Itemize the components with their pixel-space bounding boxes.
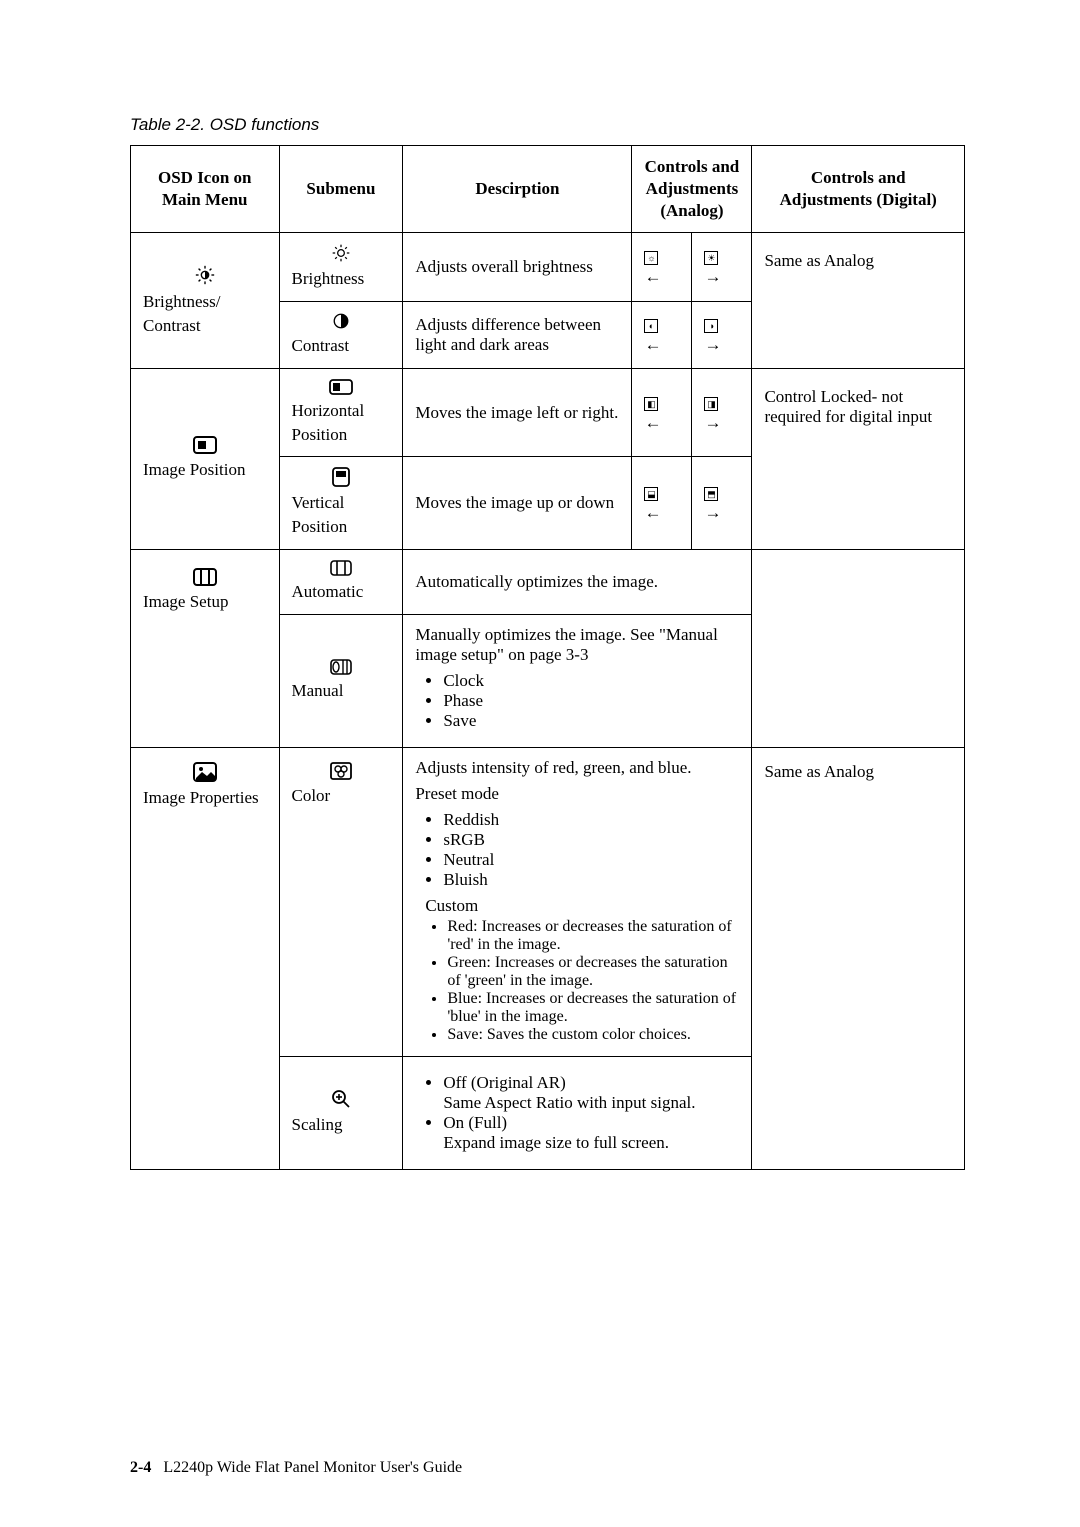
custom-item: Green: Increases or decreases the satura… xyxy=(447,954,739,990)
automatic-icon xyxy=(330,560,352,576)
image-properties-icon xyxy=(193,762,217,782)
scaling-item: On (Full) Expand image size to full scre… xyxy=(443,1113,739,1153)
table-header-row: OSD Icon on Main Menu Submenu Descirptio… xyxy=(131,146,965,233)
hpos-sub-label: Horizontal Position xyxy=(292,401,365,444)
arrow-right-icon: → xyxy=(704,335,721,354)
scaling-icon xyxy=(331,1089,351,1109)
footer-title: L2240p Wide Flat Panel Monitor User's Gu… xyxy=(163,1459,462,1476)
page-footer: 2-4 L2240p Wide Flat Panel Monitor User'… xyxy=(130,1459,462,1477)
manual-sub-label: Manual xyxy=(292,681,344,700)
manual-desc-intro: Manually optimizes the image. See "Manua… xyxy=(415,625,739,665)
custom-item: Blue: Increases or decreases the saturat… xyxy=(447,990,739,1026)
custom-item: Save: Saves the custom color choices. xyxy=(447,1026,739,1044)
row-brightness: Brightness/ Contrast Brightness Adjusts … xyxy=(131,233,965,302)
imgprops-group-label: Image Properties xyxy=(143,788,259,807)
preset-item: Neutral xyxy=(443,850,739,870)
scaling-item: Off (Original AR) Same Aspect Ratio with… xyxy=(443,1073,739,1113)
manual-items-list: Clock Phase Save xyxy=(415,671,739,731)
col-header-analog: Controls and Adjustments (Analog) xyxy=(632,146,752,233)
arrow-left-icon: ← xyxy=(644,413,661,432)
col-header-desc: Descirption xyxy=(403,146,632,233)
imgpos-group-label: Image Position xyxy=(143,460,245,479)
page-number: 2-4 xyxy=(130,1459,151,1476)
vpos-desc: Moves the image up or down xyxy=(403,457,632,550)
scaling-sub-label: Scaling xyxy=(292,1115,343,1134)
contrast-desc: Adjusts difference between light and dar… xyxy=(403,302,632,369)
brightness-digital: Same as Analog xyxy=(752,233,965,369)
brightness-high-icon: ☀ xyxy=(704,251,718,265)
arrow-right-icon: → xyxy=(704,267,721,286)
custom-label: Custom xyxy=(425,896,739,916)
preset-list: Reddish sRGB Neutral Bluish xyxy=(415,810,739,890)
hpos-left-icon: ◧ xyxy=(644,397,658,411)
arrow-left-icon: ← xyxy=(644,503,661,522)
vpos-down-icon: ⬓ xyxy=(644,487,658,501)
vpos-icon xyxy=(332,467,350,487)
vpos-sub-label: Vertical Position xyxy=(292,493,348,536)
row-color: Image Properties Color Adjusts intensity… xyxy=(131,747,965,1056)
arrow-left-icon: ← xyxy=(644,267,661,286)
vpos-up-icon: ⬒ xyxy=(704,487,718,501)
custom-item: Red: Increases or decreases the saturati… xyxy=(447,918,739,954)
manual-icon xyxy=(330,659,352,675)
manual-item: Clock xyxy=(443,671,739,691)
arrow-left-icon: ← xyxy=(644,335,661,354)
col-header-submenu: Submenu xyxy=(279,146,403,233)
osd-table: OSD Icon on Main Menu Submenu Descirptio… xyxy=(130,145,965,1170)
preset-item: Reddish xyxy=(443,810,739,830)
contrast-sub-label: Contrast xyxy=(292,336,350,355)
brightness-contrast-icon xyxy=(194,264,216,286)
hpos-right-icon: ◨ xyxy=(704,397,718,411)
manual-item: Phase xyxy=(443,691,739,711)
arrow-right-icon: → xyxy=(704,503,721,522)
color-icon xyxy=(330,762,352,780)
automatic-sub-label: Automatic xyxy=(292,582,364,601)
imgsetup-group-label: Image Setup xyxy=(143,592,228,611)
image-setup-icon xyxy=(193,568,217,586)
arrow-right-icon: → xyxy=(704,413,721,432)
contrast-low-icon: ◐ xyxy=(644,319,658,333)
table-caption: Table 2-2. OSD functions xyxy=(130,115,965,135)
color-desc-intro: Adjusts intensity of red, green, and blu… xyxy=(415,758,739,778)
col-header-mainicon: OSD Icon on Main Menu xyxy=(131,146,280,233)
brightness-icon xyxy=(331,243,351,263)
brightness-low-icon: ☼ xyxy=(644,251,658,265)
color-digital: Same as Analog xyxy=(752,747,965,1169)
hpos-icon xyxy=(329,379,353,395)
hpos-desc: Moves the image left or right. xyxy=(403,368,632,457)
col-header-digital: Controls and Adjustments (Digital) xyxy=(752,146,965,233)
contrast-icon xyxy=(332,312,350,330)
row-hpos: Image Position Horizontal Position Moves… xyxy=(131,368,965,457)
preset-label: Preset mode xyxy=(415,784,739,804)
brightness-group-label: Brightness/ Contrast xyxy=(143,292,220,335)
color-sub-label: Color xyxy=(292,786,331,805)
brightness-sub-label: Brightness xyxy=(292,269,365,288)
image-position-icon xyxy=(193,436,217,454)
custom-list: Red: Increases or decreases the saturati… xyxy=(415,918,739,1044)
contrast-high-icon: ◑ xyxy=(704,319,718,333)
row-automatic: Image Setup Automatic Automatically opti… xyxy=(131,550,965,615)
manual-item: Save xyxy=(443,711,739,731)
brightness-desc: Adjusts overall brightness xyxy=(403,233,632,302)
scaling-list: Off (Original AR) Same Aspect Ratio with… xyxy=(415,1073,739,1153)
preset-item: Bluish xyxy=(443,870,739,890)
hpos-digital: Control Locked- not required for digital… xyxy=(752,368,965,549)
automatic-desc: Automatically optimizes the image. xyxy=(403,550,752,615)
preset-item: sRGB xyxy=(443,830,739,850)
